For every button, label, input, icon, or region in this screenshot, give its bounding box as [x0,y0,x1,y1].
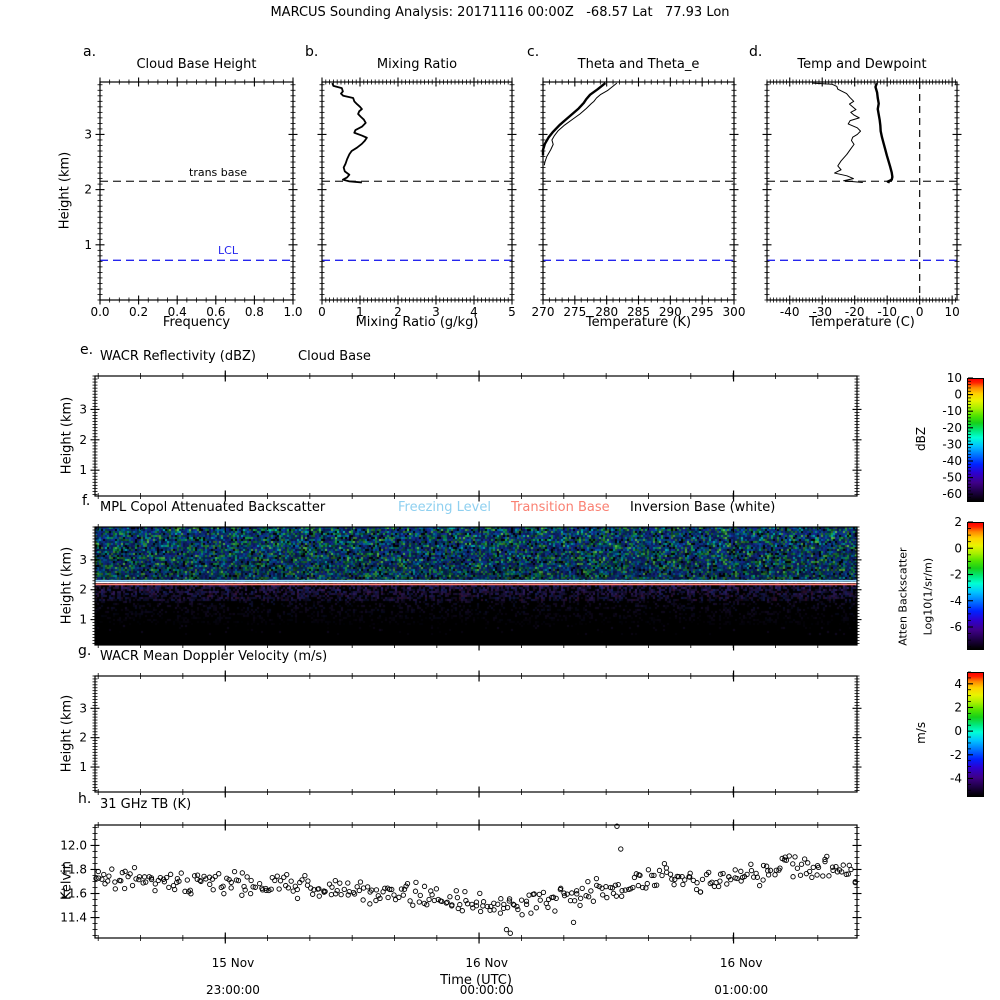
time-tick-23-date: 15 Nov [211,955,255,970]
tick-label: -4 [950,594,962,608]
colorbar-doppler-label: m/s [914,721,929,744]
tick-label: 4 [954,677,962,691]
panel-g-letter: g. [78,643,92,659]
panel-c-title: Theta and Theta_e [577,57,700,72]
panel-d-title: Temp and Dewpoint [797,57,927,72]
tick-label: 2 [79,433,87,447]
tick-label: -6 [950,620,962,634]
colorbar-backscatter-label: Atten Backscatter Log10(1/sr/m) [884,524,947,684]
legend-inversion-base: Inversion Base (white) [630,500,776,515]
tick-label: 3 [79,553,87,567]
tick-label: 2 [954,515,962,529]
mpl-backscatter-heatmap [95,527,857,645]
time-tick-00-time: 00:00:00 [459,983,514,998]
panel-d-letter: d. [749,44,763,60]
tick-label: -40 [942,454,962,468]
tick-label: 10 [947,371,962,385]
tick-label: 3 [79,402,87,416]
tick-label: 2 [954,700,962,714]
tick-label: 3 [79,701,87,715]
colorbar-backscatter-label-line2: Log10(1/sr/m) [921,557,935,636]
time-tick-23-time: 23:00:00 [205,983,260,998]
tick-label: 0 [954,724,962,738]
tick-label: 3 [84,127,92,141]
panel-b-title: Mixing Ratio [376,57,458,72]
tick-label: 2 [84,183,92,197]
tick-label: -50 [942,471,962,485]
panel-a-xlabel: Frequency [162,315,231,330]
colorbar-backscatter [967,522,984,650]
tick-label: -60 [942,487,962,501]
time-axis-label: Time (UTC) [440,973,512,988]
panel-c-letter: c. [527,44,540,60]
panel-e-title: WACR Reflectivity (dBZ) [100,349,256,364]
time-tick-01: 16 Nov 01:00:00 [674,943,794,1000]
panel-b-xlabel: Mixing Ratio (g/kg) [355,315,479,330]
colorbar-doppler [967,672,984,797]
panel-d-axes: -40 -30 -20 -10 0 10 [762,77,962,319]
tick-label: -30 [942,437,962,451]
tick-label: -20 [942,421,962,435]
tick-label: 1 [84,238,92,252]
tb-scatter [93,823,858,936]
time-tick-01-date: 16 Nov [719,955,763,970]
panel-a-title: Cloud Base Height [136,57,257,72]
panel-h-axes: 11.411.611.812.0 [60,819,862,944]
tick-label: 1 [79,613,87,627]
time-tick-00-date: 16 Nov [465,955,508,970]
panel-e-letter: e. [80,342,94,358]
panel-d-xlabel: Temperature (C) [809,315,915,330]
time-tick-00: 16 Nov 00:00:00 [419,943,539,1000]
time-tick-01-time: 01:00:00 [714,983,769,998]
panel-c-xlabel: Temperature (K) [585,315,692,330]
panel-b-letter: b. [305,44,319,60]
panel-g-ylabel: Height (km) [59,694,75,773]
time-tick-23: 15 Nov 23:00:00 [165,943,285,1000]
tick-label: 0 [954,541,962,555]
panel-a-letter: a. [83,44,97,60]
panel-h-title: 31 GHz TB (K) [100,797,192,812]
tick-label: -2 [950,568,962,582]
colorbar-backscatter-label-line1: Atten Backscatter [896,547,910,646]
panel-f-title: MPL Copol Attenuated Backscatter [100,500,326,515]
tick-label: 2 [79,731,87,745]
panel-g-title: WACR Mean Doppler Velocity (m/s) [100,649,328,664]
panel-h-ylabel: Kelvin [59,860,75,900]
panel-a-ylabel: Height (km) [57,151,73,230]
legend-transition-base: Transition Base [511,500,610,515]
panel-e-title2: Cloud Base [298,349,371,364]
trans-base-label: trans base [189,166,247,179]
panel-f-letter: f. [82,493,91,509]
main-title: MARCUS Sounding Analysis: 20171116 00:00… [270,5,730,20]
lcl-label: LCL [218,244,238,257]
panel-f-ylabel: Height (km) [59,546,75,625]
tick-label: -10 [942,404,962,418]
tick-label: 2 [79,583,87,597]
panel-c-axes: 270 275 280 285 290 295 300 [532,77,745,319]
panel-e-axes: 1 2 3 [79,370,862,502]
colorbar-dbz [967,378,984,502]
panel-h-letter: h. [78,791,92,807]
tick-label: -2 [950,748,962,762]
legend-freezing-level: Freezing Level [398,500,491,515]
tick-label: -4 [950,771,962,785]
tick-label: 0 [954,388,962,402]
panel-g-axes: 1 2 3 [79,670,862,798]
colorbar-dbz-label: dBZ [914,426,929,451]
tick-label: 1 [79,760,87,774]
tick-label: 1 [79,463,87,477]
panel-e-ylabel: Height (km) [59,396,75,475]
